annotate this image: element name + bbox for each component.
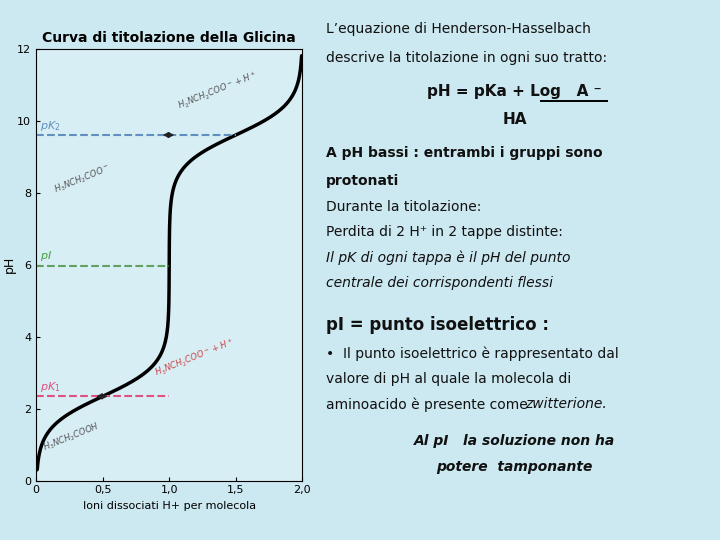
Text: Il pK di ogni tappa è il pH del punto: Il pK di ogni tappa è il pH del punto (326, 251, 570, 265)
Text: $pI$: $pI$ (40, 249, 52, 263)
Title: Curva di titolazione della Glicina: Curva di titolazione della Glicina (42, 31, 296, 45)
Text: protonati: protonati (326, 174, 400, 188)
Text: HA: HA (503, 112, 527, 127)
Text: $pK_2$: $pK_2$ (40, 118, 60, 132)
Text: L’equazione di Henderson-Hasselbach: L’equazione di Henderson-Hasselbach (326, 22, 591, 36)
Text: aminoacido è presente come: aminoacido è presente come (326, 397, 528, 412)
Text: pH = pKa + Log   A ⁻: pH = pKa + Log A ⁻ (428, 84, 602, 99)
Text: potere  tamponante: potere tamponante (436, 460, 593, 474)
Text: $H_2NCH_2COO^-+H^+$: $H_2NCH_2COO^-+H^+$ (176, 69, 259, 113)
Y-axis label: pH: pH (3, 256, 16, 273)
X-axis label: Ioni dissociati H+ per molecola: Ioni dissociati H+ per molecola (83, 501, 256, 511)
Text: zwitterione.: zwitterione. (525, 397, 607, 411)
Text: Perdita di 2 H⁺ in 2 tappe distinte:: Perdita di 2 H⁺ in 2 tappe distinte: (326, 225, 563, 239)
Text: Durante la titolazione:: Durante la titolazione: (326, 200, 482, 214)
Text: Al pI   la soluzione non ha: Al pI la soluzione non ha (414, 434, 616, 448)
Text: descrive la titolazione in ogni suo tratto:: descrive la titolazione in ogni suo trat… (326, 51, 607, 65)
Text: $pK_1$: $pK_1$ (40, 380, 60, 394)
Text: A pH bassi : entrambi i gruppi sono: A pH bassi : entrambi i gruppi sono (326, 146, 603, 160)
Text: $H_3NCH_2COO^-$: $H_3NCH_2COO^-$ (52, 162, 112, 196)
Text: $H_3NCH_2COO^-+H^+$: $H_3NCH_2COO^-+H^+$ (153, 336, 237, 380)
Text: valore di pH al quale la molecola di: valore di pH al quale la molecola di (326, 372, 571, 386)
Text: pI = punto isoelettrico :: pI = punto isoelettrico : (326, 316, 549, 334)
Text: $H_3NCH_2COOH$: $H_3NCH_2COOH$ (41, 420, 102, 454)
Text: centrale dei corrispondenti flessi: centrale dei corrispondenti flessi (326, 276, 553, 290)
Text: •  Il punto isoelettrico è rappresentato dal: • Il punto isoelettrico è rappresentato … (326, 347, 618, 361)
